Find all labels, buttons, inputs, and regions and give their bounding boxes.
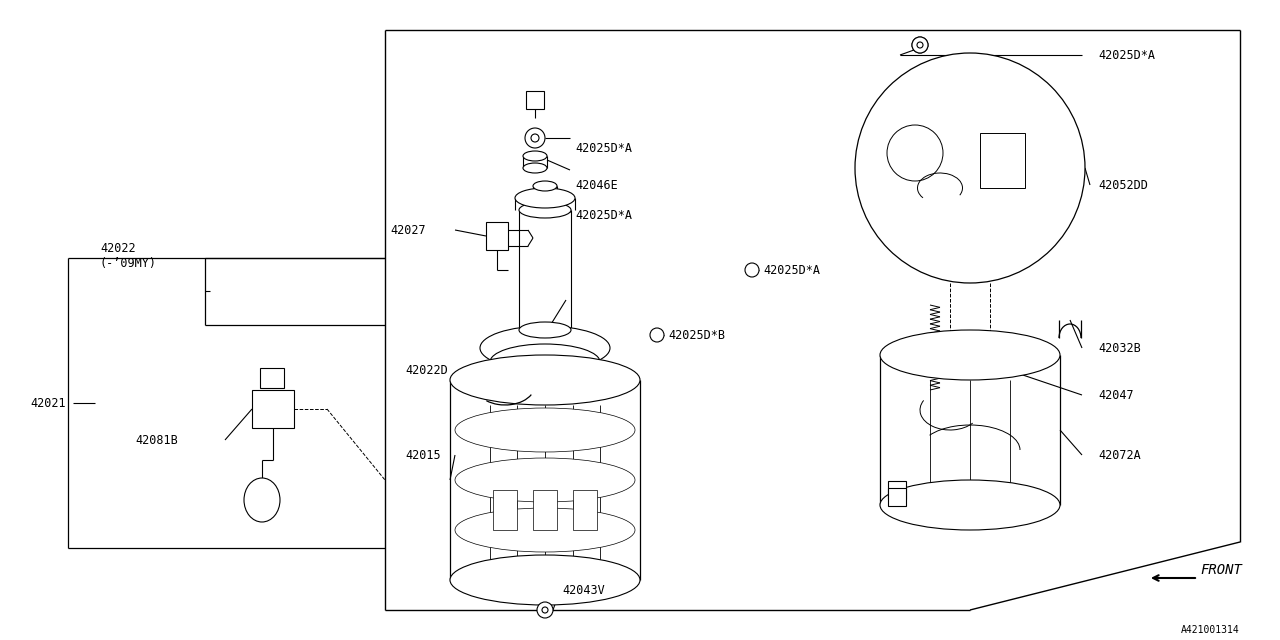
Bar	[252, 390, 294, 428]
Text: A: A	[531, 95, 539, 105]
Circle shape	[855, 53, 1085, 283]
Ellipse shape	[454, 408, 635, 452]
Text: A421001314: A421001314	[1181, 625, 1240, 635]
Bar	[486, 222, 508, 250]
Text: (-’09MY): (-’09MY)	[100, 257, 157, 269]
Text: 42043V: 42043V	[562, 584, 604, 596]
Text: 42046E: 42046E	[575, 179, 618, 191]
Bar	[260, 368, 284, 388]
Ellipse shape	[454, 458, 635, 502]
Bar	[532, 490, 557, 530]
Text: 42027: 42027	[390, 223, 426, 237]
Circle shape	[916, 42, 923, 48]
Ellipse shape	[881, 330, 1060, 380]
Bar	[888, 481, 906, 499]
Ellipse shape	[518, 322, 571, 338]
Ellipse shape	[518, 202, 571, 218]
Circle shape	[525, 128, 545, 148]
Ellipse shape	[244, 478, 280, 522]
Circle shape	[650, 328, 664, 342]
Circle shape	[887, 125, 943, 181]
Bar	[888, 488, 906, 506]
Bar	[493, 490, 517, 530]
Circle shape	[745, 263, 759, 277]
Text: FRONT: FRONT	[1201, 563, 1242, 577]
Text: 42025D*A: 42025D*A	[1098, 49, 1155, 61]
Text: 42052DD: 42052DD	[1098, 179, 1148, 191]
Circle shape	[541, 607, 548, 613]
Text: 42032B: 42032B	[1098, 342, 1140, 355]
Text: A: A	[893, 485, 900, 495]
Ellipse shape	[524, 151, 547, 161]
Ellipse shape	[881, 480, 1060, 530]
Text: 42015: 42015	[404, 449, 440, 461]
Text: 42025D*A: 42025D*A	[575, 209, 632, 221]
Circle shape	[538, 602, 553, 618]
Text: 42025D*A: 42025D*A	[763, 264, 820, 276]
Bar	[526, 91, 544, 109]
Text: 42072A: 42072A	[1098, 449, 1140, 461]
Text: 42025D*A: 42025D*A	[575, 141, 632, 154]
Ellipse shape	[515, 188, 575, 208]
Text: 42047: 42047	[1098, 388, 1134, 401]
Circle shape	[916, 42, 923, 48]
Text: A: A	[893, 492, 900, 502]
Ellipse shape	[532, 181, 557, 191]
Circle shape	[911, 37, 928, 53]
Bar	[980, 133, 1025, 188]
Text: 42022D: 42022D	[404, 364, 448, 376]
Ellipse shape	[524, 163, 547, 173]
Text: 42021: 42021	[29, 397, 65, 410]
Ellipse shape	[454, 508, 635, 552]
Circle shape	[911, 37, 928, 53]
Text: 42081B: 42081B	[134, 433, 178, 447]
Text: 42022: 42022	[100, 241, 136, 255]
Ellipse shape	[480, 326, 611, 370]
Ellipse shape	[451, 555, 640, 605]
Text: 42025D*B: 42025D*B	[668, 328, 724, 342]
Ellipse shape	[490, 344, 600, 380]
Ellipse shape	[451, 355, 640, 405]
Circle shape	[531, 134, 539, 142]
Bar	[573, 490, 596, 530]
